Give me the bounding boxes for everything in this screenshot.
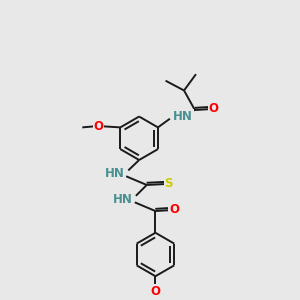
Text: O: O <box>208 102 218 116</box>
Text: O: O <box>94 120 103 133</box>
Text: O: O <box>150 285 161 298</box>
Text: O: O <box>169 203 179 216</box>
Text: HN: HN <box>173 110 193 123</box>
Text: S: S <box>164 177 173 190</box>
Text: HN: HN <box>113 193 133 206</box>
Text: HN: HN <box>105 167 125 179</box>
